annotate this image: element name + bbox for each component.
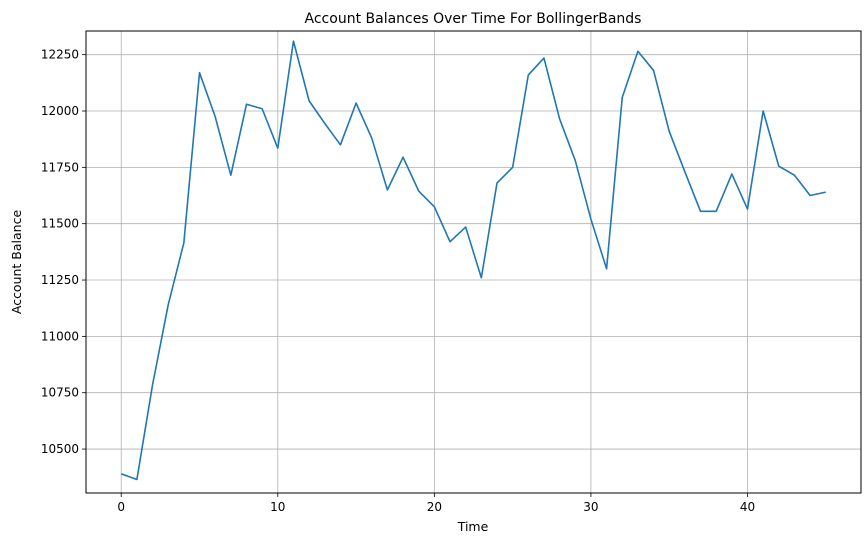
series-layer xyxy=(120,40,826,481)
x-tick-label: 0 xyxy=(117,500,125,514)
y-tick-label: 12250 xyxy=(41,48,79,62)
plot-frame xyxy=(85,30,862,494)
y-axis-ticks: 10500 10750 11000 11250 11500 11750 12000 12250 xyxy=(41,48,86,456)
y-axis-label: Account Balance xyxy=(9,210,24,315)
series-line xyxy=(120,40,826,481)
x-tick-label: 30 xyxy=(583,500,598,514)
x-tick-label: 10 xyxy=(270,500,285,514)
y-tick-label: 11000 xyxy=(41,329,79,343)
x-tick-label: 40 xyxy=(740,500,755,514)
x-axis-ticks: 0 10 20 30 40 xyxy=(117,493,755,514)
y-tick-label: 12000 xyxy=(41,104,79,118)
x-tick-label: 20 xyxy=(427,500,442,514)
y-tick-label: 10500 xyxy=(41,442,79,456)
grid-lines xyxy=(86,31,861,493)
x-axis-label: Time xyxy=(457,519,489,534)
y-tick-label: 11500 xyxy=(41,217,79,231)
chart-title: Account Balances Over Time For Bollinger… xyxy=(305,11,642,27)
y-tick-label: 11250 xyxy=(41,273,79,287)
y-tick-label: 11750 xyxy=(41,160,79,174)
y-tick-label: 10750 xyxy=(41,386,79,400)
